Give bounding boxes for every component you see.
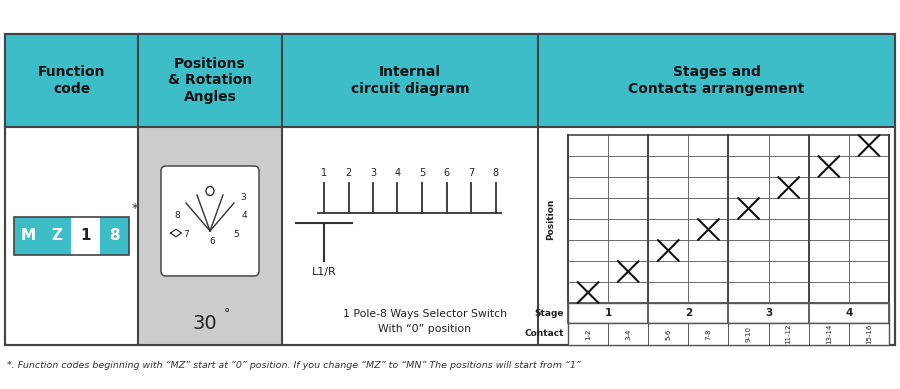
Text: 9-10: 9-10 (745, 326, 751, 342)
Bar (5, 34, 138, 127)
Text: 7: 7 (468, 168, 474, 178)
Bar (568, 303, 889, 323)
Text: Contact: Contact (525, 329, 564, 338)
Text: 8: 8 (174, 212, 180, 221)
Text: 5: 5 (418, 168, 425, 178)
Text: 2: 2 (685, 308, 692, 318)
Bar (14, 217, 42, 255)
Text: M: M (21, 228, 36, 244)
Bar (71, 217, 100, 255)
Text: Z: Z (51, 228, 63, 244)
Text: *: * (132, 202, 139, 215)
Text: Function
code: Function code (38, 65, 105, 96)
Text: 30: 30 (193, 314, 217, 333)
Text: 4: 4 (241, 212, 247, 221)
Bar (42, 217, 71, 255)
Bar (282, 34, 538, 127)
Bar (5, 34, 895, 345)
Text: 3: 3 (240, 193, 246, 202)
Text: 1: 1 (81, 228, 91, 244)
Text: 13-14: 13-14 (826, 324, 832, 344)
Text: Stages and
Contacts arrangement: Stages and Contacts arrangement (628, 65, 805, 96)
Text: 3: 3 (765, 308, 772, 318)
Text: 11-12: 11-12 (786, 324, 792, 344)
Text: 6: 6 (209, 237, 215, 245)
Text: 8: 8 (492, 168, 499, 178)
Bar (14, 217, 129, 255)
Text: 6: 6 (444, 168, 450, 178)
Text: 7: 7 (183, 230, 189, 238)
Text: 8: 8 (109, 228, 120, 244)
Text: 5-6: 5-6 (665, 328, 671, 340)
Text: 7-8: 7-8 (706, 328, 711, 340)
Text: 3: 3 (370, 168, 376, 178)
Text: *. Function codes beginning with “MZ” start at “0” position. If you change “MZ” : *. Function codes beginning with “MZ” st… (7, 361, 580, 370)
Text: L1/R: L1/R (311, 267, 337, 277)
Bar (568, 323, 889, 345)
Text: 1: 1 (605, 308, 612, 318)
Bar (100, 217, 129, 255)
Text: 2: 2 (346, 168, 352, 178)
Text: 4: 4 (394, 168, 400, 178)
Text: 1-2: 1-2 (585, 328, 591, 340)
Text: 15-16: 15-16 (866, 324, 872, 344)
Text: °: ° (224, 307, 230, 320)
Text: Position: Position (546, 198, 555, 240)
Text: 5: 5 (233, 230, 238, 238)
FancyBboxPatch shape (161, 166, 259, 276)
Text: With “0” position: With “0” position (379, 324, 472, 334)
Text: Positions
& Rotation
Angles: Positions & Rotation Angles (168, 57, 252, 104)
Text: 4: 4 (845, 308, 852, 318)
Bar (138, 127, 282, 345)
Text: 3-4: 3-4 (626, 328, 631, 340)
Text: 1: 1 (321, 168, 327, 178)
Text: Internal
circuit diagram: Internal circuit diagram (351, 65, 469, 96)
Bar (138, 34, 282, 127)
Bar (538, 34, 895, 127)
Text: Stage: Stage (535, 308, 564, 317)
Text: 1 Pole-8 Ways Selector Switch: 1 Pole-8 Ways Selector Switch (343, 309, 507, 319)
